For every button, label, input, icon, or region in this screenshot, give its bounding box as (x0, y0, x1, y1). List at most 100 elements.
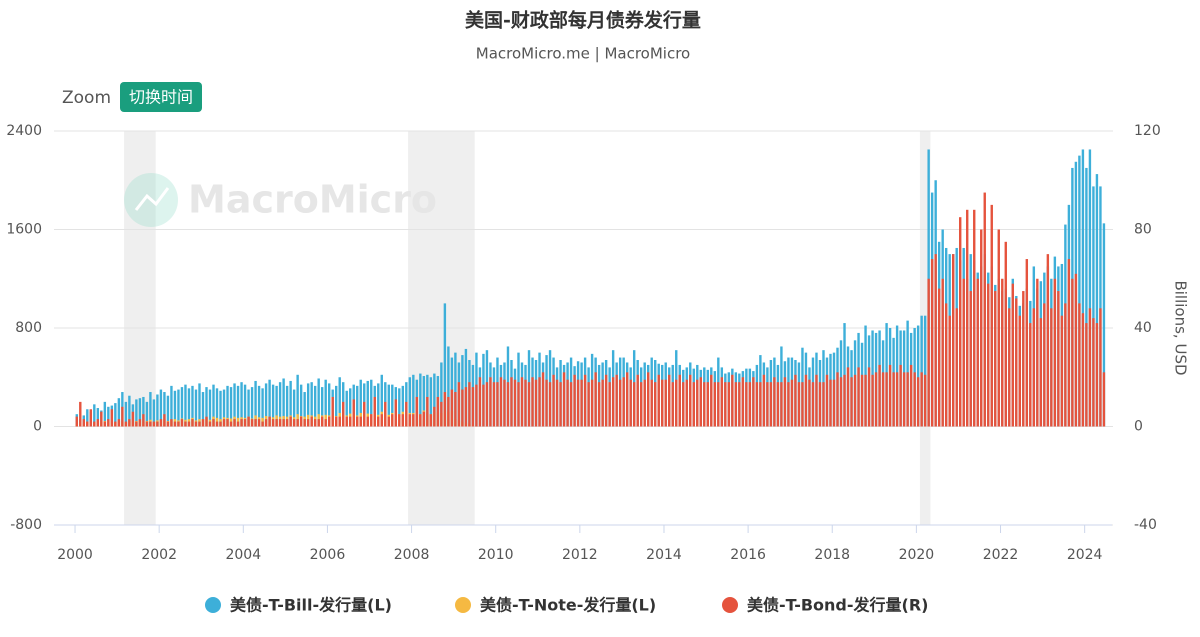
x-tick-label: 2022 (983, 547, 1019, 563)
bar (377, 416, 380, 427)
bar (398, 388, 401, 427)
x-tick-label: 2014 (646, 547, 682, 563)
bar (629, 379, 632, 427)
bar (422, 411, 426, 427)
watermark: MacroMicro (188, 178, 437, 222)
legend-marker (205, 597, 221, 613)
bar (145, 401, 149, 427)
bar (201, 392, 205, 427)
bar (370, 414, 373, 427)
bar (731, 374, 734, 427)
bar (552, 374, 555, 427)
bar (976, 278, 979, 427)
bar (356, 385, 359, 427)
bar (559, 382, 562, 427)
bar (313, 385, 317, 427)
bar (580, 379, 583, 427)
bar (808, 379, 811, 427)
bar (576, 379, 580, 427)
bar (292, 419, 296, 427)
bar (650, 379, 653, 427)
zoom-button-label[interactable]: 切换时间 (129, 88, 193, 107)
bar (752, 377, 755, 427)
bar (331, 396, 334, 427)
bar (285, 419, 289, 427)
bar (496, 382, 499, 427)
bar (349, 388, 352, 427)
bar (447, 346, 450, 427)
bar (1060, 315, 1064, 427)
y2-tick-label: -40 (1134, 517, 1157, 533)
bar (573, 374, 576, 427)
bar (927, 278, 930, 427)
bar (668, 374, 671, 427)
x-tick-label: 2016 (730, 547, 766, 563)
bar (625, 372, 629, 427)
bar (839, 377, 843, 427)
bar (692, 382, 695, 427)
bar (639, 382, 643, 427)
bar (194, 389, 198, 427)
bar (850, 377, 853, 427)
zoom-button[interactable] (120, 82, 202, 112)
y2-tick-label: 0 (1134, 419, 1143, 435)
bar (604, 374, 608, 427)
bar (317, 378, 320, 427)
bar (724, 382, 727, 427)
bar (447, 396, 450, 427)
bar (874, 372, 878, 427)
bar (391, 414, 394, 427)
bar (1036, 278, 1039, 427)
bar (871, 374, 874, 427)
y-tick-label: 800 (15, 320, 42, 336)
bar (941, 278, 944, 427)
bar (243, 419, 247, 427)
bar (815, 374, 818, 427)
bar (419, 373, 422, 427)
x-tick-label: 2006 (310, 547, 346, 563)
bar (313, 419, 317, 427)
bar (152, 421, 156, 427)
bar (152, 399, 156, 427)
bar (310, 416, 313, 427)
bar (198, 421, 201, 427)
bar (303, 392, 306, 427)
bar (299, 416, 303, 427)
bar (787, 382, 790, 427)
bar (257, 419, 261, 427)
bar (1001, 278, 1004, 427)
bar (1078, 155, 1081, 427)
bar (987, 283, 990, 427)
legend-label: 美债-T-Bill-发行量(L) (230, 596, 392, 615)
bar (443, 303, 447, 427)
bar (478, 377, 482, 427)
bar (1074, 273, 1078, 427)
bar (902, 372, 906, 427)
bar (278, 382, 282, 427)
bar (696, 379, 699, 427)
bar (335, 385, 338, 427)
bar (531, 377, 534, 427)
bar (110, 409, 114, 427)
y2-tick-label: 80 (1134, 222, 1152, 238)
bar (1011, 283, 1014, 427)
bar (366, 416, 369, 427)
bar (180, 419, 184, 427)
bar (948, 315, 951, 427)
bar (1102, 223, 1106, 427)
bar (1008, 308, 1011, 427)
bar (215, 388, 219, 427)
bar (310, 382, 313, 427)
bar (780, 382, 783, 427)
bar (96, 408, 100, 427)
bar (499, 377, 503, 427)
bar (247, 416, 250, 427)
bar (1071, 278, 1074, 427)
bar (990, 204, 993, 427)
bar (846, 367, 850, 427)
bar (264, 383, 268, 427)
bar (738, 382, 741, 427)
bar (138, 398, 142, 427)
bar (776, 382, 780, 427)
bar (359, 379, 362, 427)
